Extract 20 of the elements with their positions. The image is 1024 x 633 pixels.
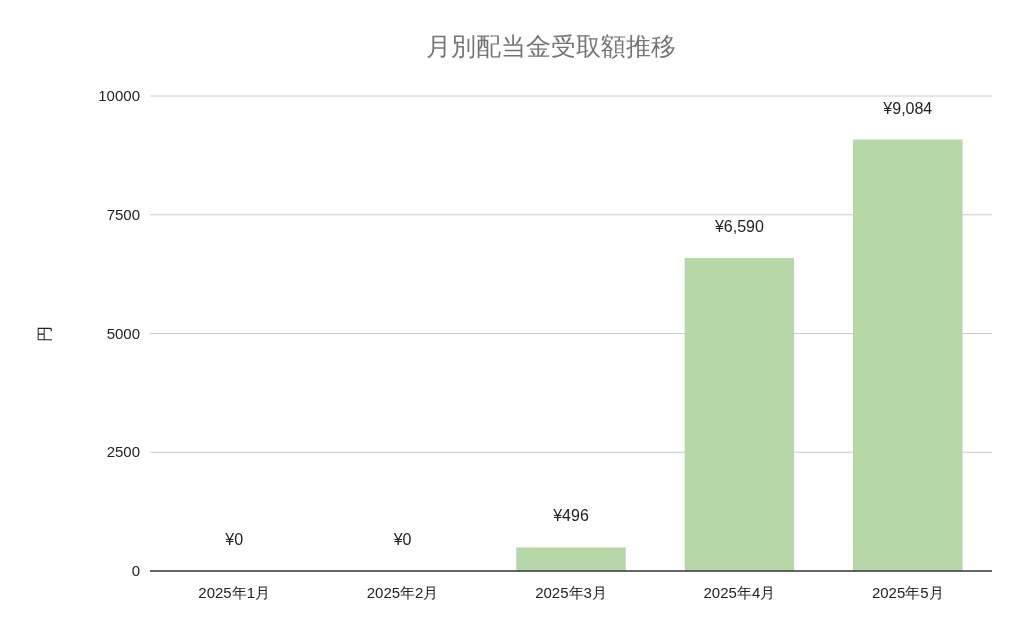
x-tick-label: 2025年5月 [871, 584, 944, 601]
y-tick-label: 5000 [106, 324, 140, 342]
bar [853, 139, 963, 571]
chart-title: 月別配当金受取額推移 [426, 32, 676, 60]
y-axis-title: 円 [36, 325, 54, 342]
x-tick-label: 2025年2月 [366, 584, 439, 601]
data-label: ¥496 [552, 507, 589, 525]
y-tick-label: 7500 [106, 205, 140, 223]
data-label: ¥0 [392, 531, 412, 548]
data-label: ¥0 [224, 531, 244, 548]
data-label: ¥9,084 [882, 99, 933, 117]
y-tick-label: 2500 [106, 443, 140, 461]
data-label: ¥6,590 [713, 217, 764, 235]
x-tick-label: 2025年1月 [198, 584, 271, 601]
x-tick-label: 2025年3月 [535, 584, 607, 601]
x-tick-label: 2025年4月 [703, 584, 776, 601]
y-tick-label: 0 [131, 562, 140, 579]
bar [684, 257, 795, 571]
bar [516, 547, 626, 571]
y-tick-label: 10000 [98, 87, 140, 104]
